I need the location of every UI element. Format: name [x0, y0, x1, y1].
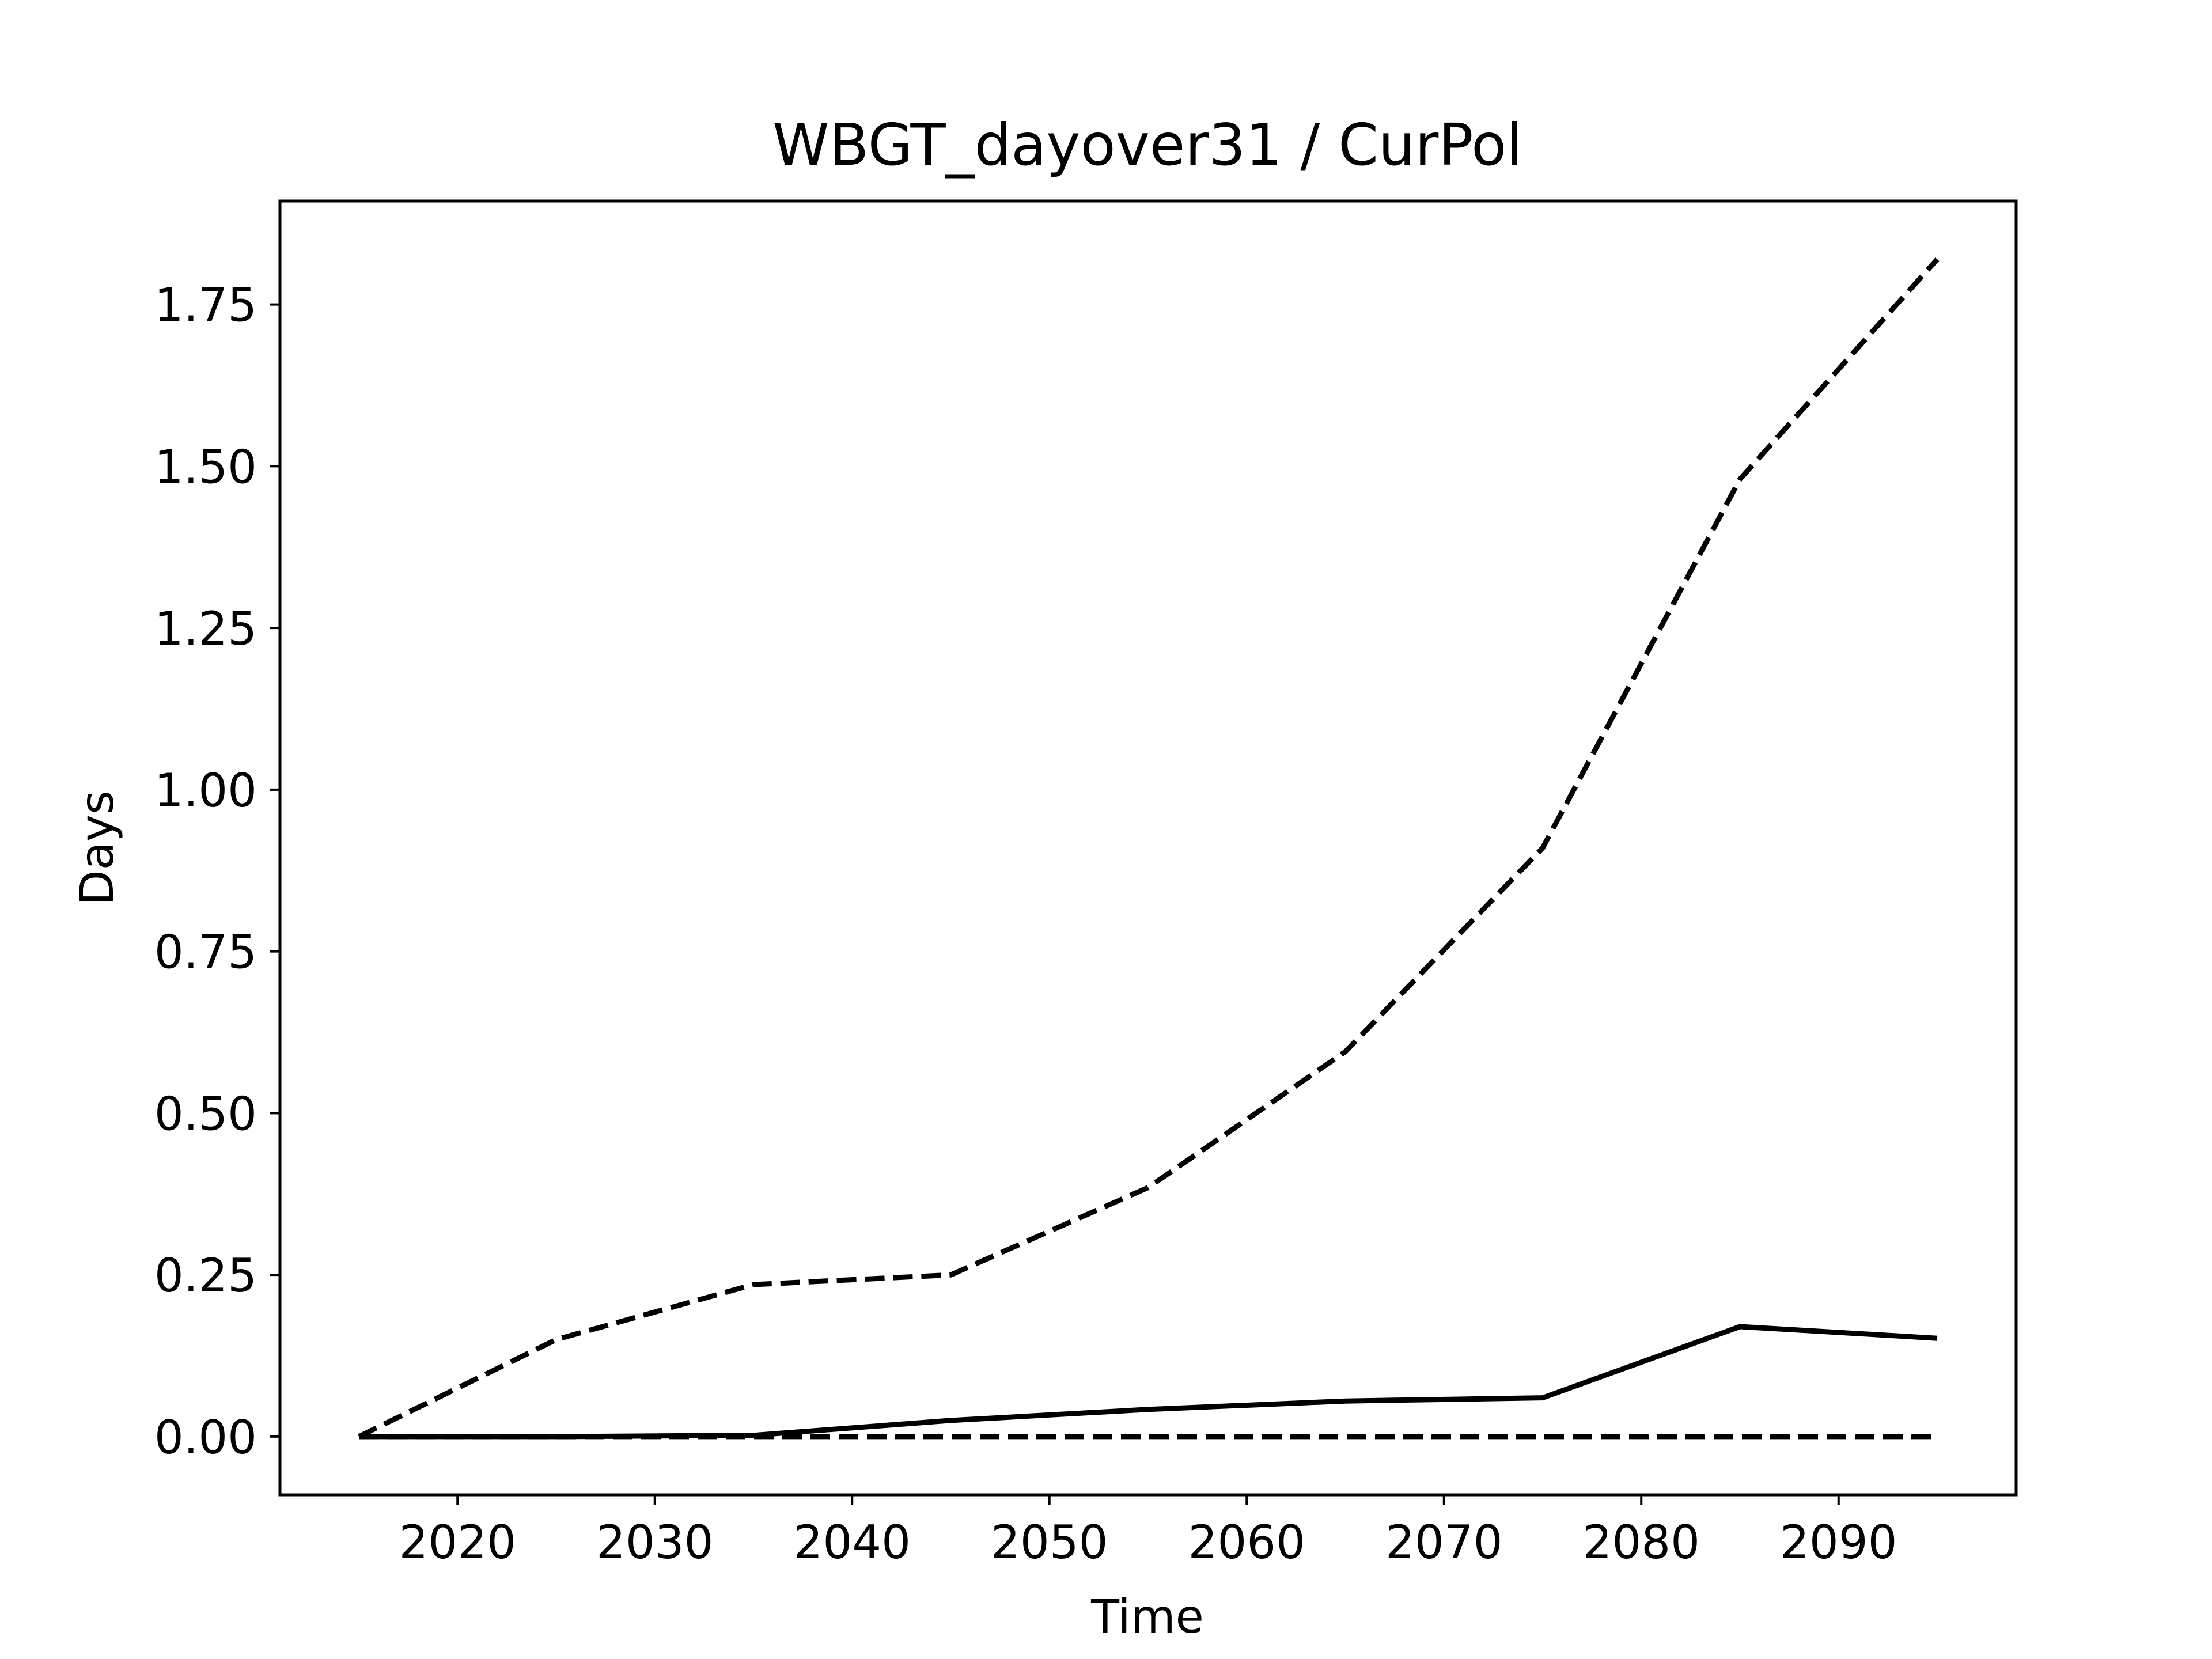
- chart-title: WBGT_dayover31 / CurPol: [772, 111, 1522, 179]
- x-tick-label: 2080: [1582, 1516, 1700, 1569]
- x-axis: 2020 2030 2040 2050 2060 2070 2080 2090: [399, 1495, 1897, 1569]
- plot-series: [358, 257, 1940, 1440]
- y-tick-label: 1.50: [154, 440, 257, 494]
- y-tick-label: 0.75: [154, 926, 257, 979]
- x-axis-label: Time: [1090, 1590, 1204, 1643]
- y-axis: 0.00 0.25 0.50 0.75 1.00 1.25 1.50 1.75: [154, 279, 280, 1464]
- plot-frame: [278, 199, 2018, 1497]
- x-tick-label: 2020: [399, 1516, 516, 1569]
- y-tick-label: 1.25: [154, 602, 257, 656]
- y-tick-label: 1.75: [154, 279, 257, 332]
- y-tick-label: 0.25: [154, 1249, 257, 1302]
- x-tick-label: 2070: [1385, 1516, 1503, 1569]
- series-line-1: [358, 257, 1940, 1439]
- y-tick-label: 0.00: [154, 1411, 257, 1464]
- x-tick-label: 2040: [793, 1516, 911, 1569]
- x-tick-label: 2090: [1780, 1516, 1897, 1569]
- x-tick-label: 2060: [1188, 1516, 1305, 1569]
- y-axis-label: Days: [70, 790, 124, 906]
- x-tick-label: 2030: [596, 1516, 714, 1569]
- x-tick-label: 2050: [991, 1516, 1108, 1569]
- y-tick-label: 0.50: [154, 1087, 257, 1141]
- y-tick-label: 1.00: [154, 764, 257, 817]
